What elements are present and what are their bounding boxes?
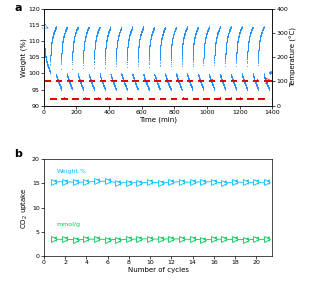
Y-axis label: Weight (%): Weight (%): [20, 38, 27, 77]
Y-axis label: CO$_2$ uptake: CO$_2$ uptake: [20, 187, 30, 229]
Text: a: a: [14, 3, 22, 13]
Y-axis label: Temperature (°C): Temperature (°C): [290, 27, 297, 87]
Text: mmol/g: mmol/g: [57, 222, 80, 227]
Text: b: b: [14, 149, 22, 160]
X-axis label: Number of cycles: Number of cycles: [128, 267, 188, 273]
X-axis label: Time (min): Time (min): [139, 116, 177, 123]
Text: Weight.%: Weight.%: [57, 169, 86, 174]
